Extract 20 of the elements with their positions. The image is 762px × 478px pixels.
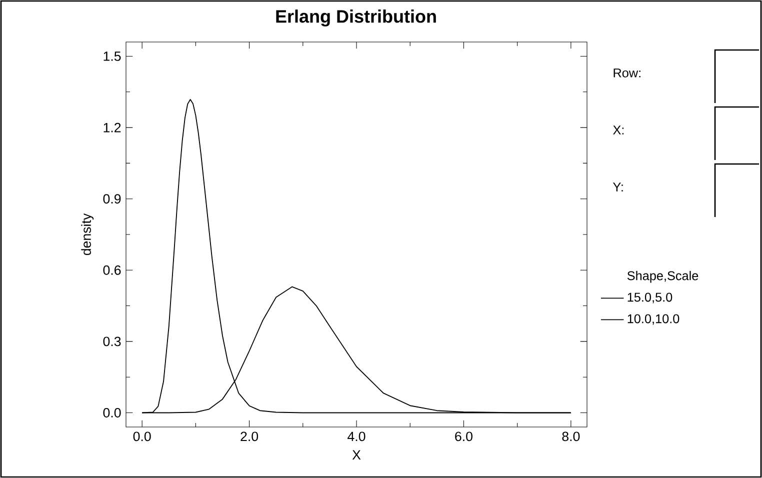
x-tick-label: 6.0 bbox=[455, 432, 472, 442]
y-tick-label: 0.9 bbox=[103, 194, 121, 204]
x-tick-label: 0.0 bbox=[133, 432, 151, 442]
y-tick-label: 1.2 bbox=[104, 122, 121, 132]
chart-title: Erlang Distribution bbox=[276, 10, 436, 26]
y-tick-label: 1.5 bbox=[104, 52, 121, 61]
x-tick-label: 8.0 bbox=[562, 432, 580, 442]
x-tick-label: 2.0 bbox=[240, 432, 258, 442]
x-axis-title: X bbox=[352, 450, 361, 460]
y-axis-title: density bbox=[81, 213, 94, 256]
legend-title: Shape,Scale bbox=[627, 270, 698, 283]
text: X: bbox=[613, 126, 624, 134]
legend-label: 10.0,10.0 bbox=[628, 314, 680, 325]
y-tick-label: 0.0 bbox=[103, 408, 121, 418]
legend-label: 15.0,5.0 bbox=[628, 292, 672, 304]
text: Y: bbox=[612, 182, 623, 192]
y-tick-label: 0.6 bbox=[103, 265, 121, 275]
text: Row: bbox=[614, 68, 640, 78]
y-tick-label: 0.3 bbox=[103, 336, 121, 346]
x-tick-label: 4.0 bbox=[348, 432, 366, 442]
